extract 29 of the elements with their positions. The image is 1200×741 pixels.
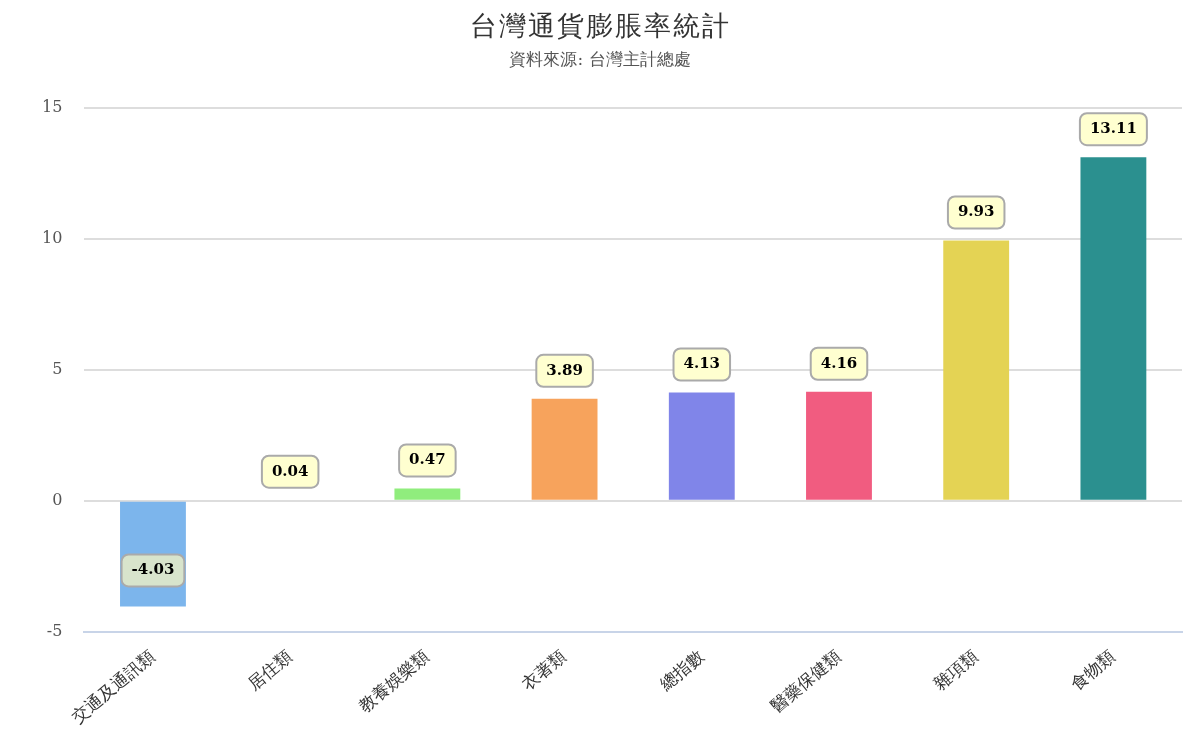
data-label: 0.47 <box>409 450 446 469</box>
y-tick-label: -5 <box>46 620 63 640</box>
data-label: 3.89 <box>546 360 583 379</box>
data-label: 4.13 <box>683 354 721 373</box>
x-tick-label: 居住類 <box>243 645 296 694</box>
bar <box>1080 157 1147 500</box>
y-tick-label: 5 <box>52 358 63 378</box>
x-tick-label: 醫藥保健類 <box>766 645 845 716</box>
data-label: 4.16 <box>820 353 858 372</box>
y-tick-label: 10 <box>42 227 63 247</box>
data-label: 13.11 <box>1089 119 1137 138</box>
chart-subtitle: 資料來源: 台灣主計總處 <box>508 48 692 71</box>
x-tick-label: 食物類 <box>1066 645 1119 694</box>
x-tick-label: 雜項類 <box>929 645 982 694</box>
bar <box>531 398 598 500</box>
y-tick-label: 0 <box>52 489 63 509</box>
data-label: -4.03 <box>131 560 175 579</box>
data-label: 0.04 <box>271 461 309 480</box>
x-tick-label: 總指數 <box>654 645 708 695</box>
data-label: 9.93 <box>957 202 995 221</box>
bar <box>394 488 461 500</box>
chart-title: 台灣通貨膨脹率統計 <box>468 9 732 43</box>
bar <box>943 240 1010 500</box>
y-tick-label: 15 <box>42 96 63 116</box>
x-tick-label: 教養娛樂類 <box>354 645 433 716</box>
x-tick-label: 交通及通訊類 <box>67 645 159 727</box>
bar <box>668 392 735 500</box>
bar <box>806 391 872 500</box>
x-tick-label: 衣著類 <box>518 645 570 694</box>
